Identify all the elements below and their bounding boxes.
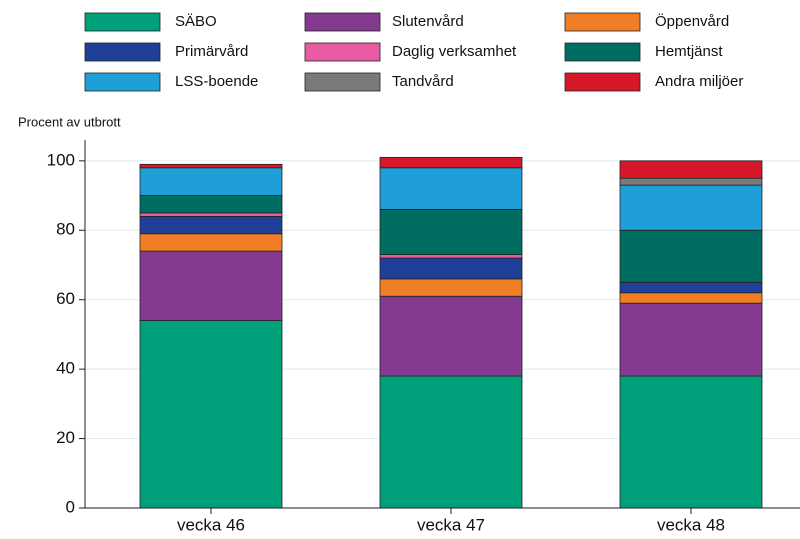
x-tick-label: vecka 47 — [417, 515, 485, 534]
legend-label: Primärvård — [175, 43, 248, 60]
legend-label: SÄBO — [175, 13, 217, 30]
legend-swatch — [304, 42, 381, 62]
bar-segment — [139, 212, 283, 217]
bar-segment — [379, 209, 523, 255]
legend-swatch — [84, 72, 161, 92]
legend-label: Daglig verksamhet — [392, 43, 517, 60]
legend-swatch — [564, 72, 641, 92]
bar-segment — [619, 177, 763, 186]
bar-segment — [619, 302, 763, 377]
bar-segment — [379, 375, 523, 509]
y-tick-label: 20 — [56, 428, 75, 447]
legend-swatch — [84, 12, 161, 32]
bar-segment — [139, 167, 283, 196]
legend-swatch — [304, 72, 381, 92]
bar-segment — [139, 320, 283, 509]
bar-segment — [379, 257, 523, 280]
bar-segment — [619, 229, 763, 283]
bar-segment — [139, 233, 283, 252]
legend-label: LSS-boende — [175, 73, 258, 90]
legend-label: Öppenvård — [655, 12, 729, 30]
y-tick-label: 40 — [56, 359, 75, 378]
x-tick-label: vecka 46 — [177, 515, 245, 534]
y-tick-label: 100 — [47, 150, 75, 169]
legend-label: Hemtjänst — [655, 43, 723, 60]
bar-segment — [139, 215, 283, 235]
y-tick-label: 60 — [56, 289, 75, 308]
bar-segment — [379, 295, 523, 377]
bar-segment — [139, 163, 283, 169]
legend-swatch — [304, 12, 381, 32]
bar-segment — [379, 167, 523, 210]
bar-segment — [379, 254, 523, 259]
bar-segment — [139, 250, 283, 321]
bar-segment — [619, 375, 763, 509]
legend-swatch — [564, 42, 641, 62]
legend-swatch — [564, 12, 641, 32]
bar-segment — [379, 278, 523, 297]
bar-segment — [619, 292, 763, 304]
legend-label: Andra miljöer — [655, 73, 743, 90]
bar-segment — [139, 195, 283, 214]
legend-label: Tandvård — [392, 73, 454, 90]
bar-segment — [619, 160, 763, 179]
legend-label: Slutenvård — [392, 13, 464, 30]
bar-segment — [379, 156, 523, 169]
x-tick-label: vecka 48 — [657, 515, 725, 534]
y-tick-label: 0 — [66, 497, 75, 516]
legend-swatch — [84, 42, 161, 62]
y-tick-label: 80 — [56, 220, 75, 239]
y-axis-title: Procent av utbrott — [18, 114, 121, 129]
bar-segment — [619, 184, 763, 231]
bar-segment — [619, 281, 763, 294]
